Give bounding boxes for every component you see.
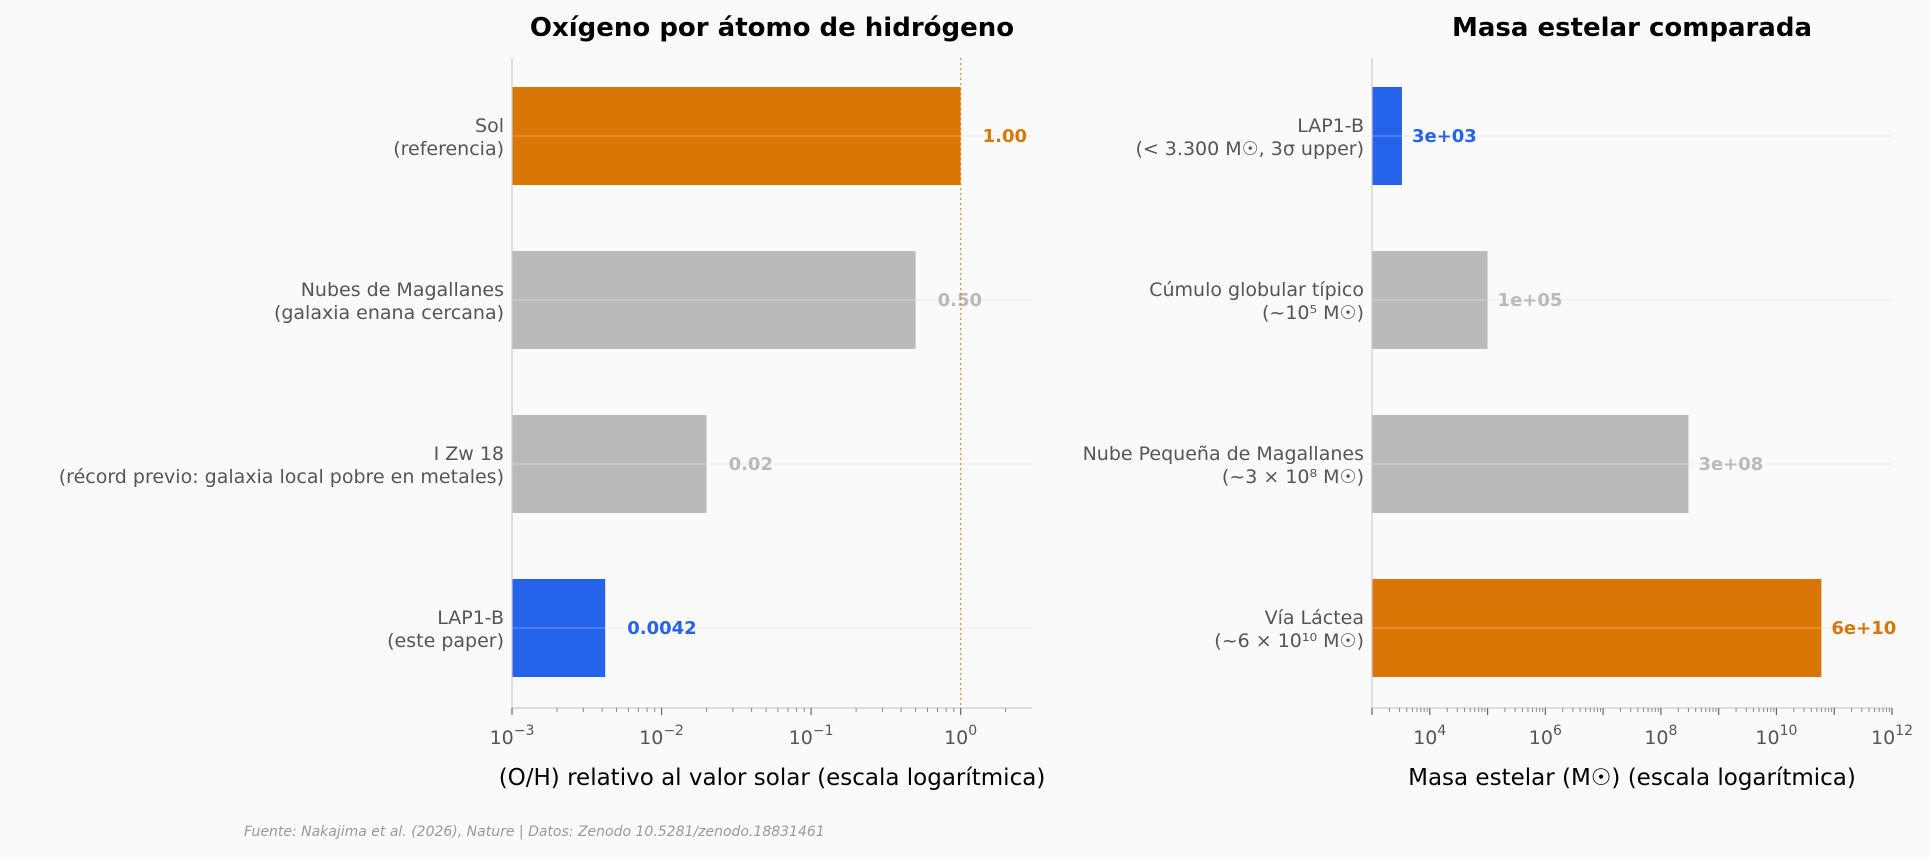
category-label: LAP1-B (este paper) <box>387 607 504 652</box>
tick-label-exponent: −2 <box>663 723 684 739</box>
category-label-line: (~10⁵ M☉) <box>1262 302 1364 324</box>
tick-label: 100 <box>944 723 977 749</box>
tick-label-exponent: 8 <box>1669 723 1678 739</box>
tick-label-base: 10 <box>490 727 514 749</box>
tick-label: 10−3 <box>490 723 535 749</box>
tick-label-exponent: 0 <box>968 723 977 739</box>
tick-label-base: 10 <box>1871 727 1895 749</box>
tick-label: 108 <box>1644 723 1677 749</box>
data-label: 1e+05 <box>1498 290 1563 311</box>
tick-label-base: 10 <box>1413 727 1437 749</box>
data-label: 3e+08 <box>1698 454 1763 475</box>
bar <box>1372 87 1402 185</box>
source-note: Fuente: Nakajima et al. (2026), Nature |… <box>244 824 825 840</box>
bar <box>1372 251 1488 349</box>
x-axis-label: (O/H) relativo al valor solar (escala lo… <box>499 765 1046 791</box>
category-label: Nubes de Magallanes (galaxia enana cercan… <box>274 279 504 324</box>
category-label: I Zw 18 (récord previo: galaxia local pob… <box>59 443 504 488</box>
tick-label-exponent: 12 <box>1895 723 1913 739</box>
tick-label-base: 10 <box>1755 727 1779 749</box>
tick-label-exponent: 10 <box>1780 723 1798 739</box>
category-label: LAP1-B (< 3.300 M☉, 3σ upper) <box>1135 115 1364 160</box>
category-label-line: LAP1-B <box>437 607 504 629</box>
category-label: Vía Láctea (~6 × 10¹⁰ M☉) <box>1214 607 1364 652</box>
tick-label-exponent: −3 <box>514 723 535 739</box>
category-label-line: (galaxia enana cercana) <box>274 302 504 324</box>
category-label-line: Cúmulo globular típico <box>1149 279 1364 301</box>
data-label: 0.50 <box>938 290 982 311</box>
tick-label: 106 <box>1529 723 1562 749</box>
category-label-line: Nube Pequeña de Magallanes <box>1083 443 1364 465</box>
chart-panel-1: Oxígeno por átomo de hidrógeno 1.00 Sol (re… <box>59 13 1046 791</box>
category-label-line: I Zw 18 <box>434 443 504 465</box>
category-label-line: Vía Láctea <box>1265 607 1364 629</box>
category-label-line: (< 3.300 M☉, 3σ upper) <box>1135 138 1364 160</box>
category-label-line: (~3 × 10⁸ M☉) <box>1222 466 1364 488</box>
category-label: Sol (referencia) <box>393 115 504 160</box>
tick-label-exponent: −1 <box>813 723 834 739</box>
category-label-line: (referencia) <box>393 138 504 160</box>
data-label: 1.00 <box>983 126 1027 147</box>
category-label: Cúmulo globular típico (~10⁵ M☉) <box>1149 279 1364 324</box>
category-label-line: Sol <box>475 115 504 137</box>
tick-label: 104 <box>1413 723 1446 749</box>
bar <box>1372 579 1822 677</box>
category-label-line: (récord previo: galaxia local pobre en m… <box>59 466 504 488</box>
tick-label-base: 10 <box>789 727 813 749</box>
bar <box>512 415 707 513</box>
data-label: 6e+10 <box>1831 618 1896 639</box>
tick-label: 1012 <box>1871 723 1913 749</box>
tick-label-exponent: 4 <box>1437 723 1446 739</box>
tick-label-base: 10 <box>1644 727 1668 749</box>
chart-title: Oxígeno por átomo de hidrógeno <box>530 13 1014 43</box>
data-label: 0.0042 <box>627 618 696 639</box>
chart-panel-2: Masa estelar comparada 3e+03 LAP1-B (< 3.30… <box>1083 13 1913 791</box>
category-label-line: LAP1-B <box>1297 115 1364 137</box>
bar <box>512 579 606 677</box>
tick-label-base: 10 <box>639 727 663 749</box>
category-label-line: (este paper) <box>387 630 504 652</box>
category-label-line: Nubes de Magallanes <box>301 279 504 301</box>
category-label-line: (~6 × 10¹⁰ M☉) <box>1214 630 1364 652</box>
tick-label: 10−1 <box>789 723 834 749</box>
tick-label-base: 10 <box>944 727 968 749</box>
tick-label-base: 10 <box>1529 727 1553 749</box>
chart-title: Masa estelar comparada <box>1452 13 1812 43</box>
tick-label: 1010 <box>1755 723 1797 749</box>
data-label: 0.02 <box>729 454 773 475</box>
bar <box>512 87 961 185</box>
bar <box>1372 415 1689 513</box>
tick-label: 10−2 <box>639 723 684 749</box>
category-label: Nube Pequeña de Magallanes (~3 × 10⁸ M☉) <box>1083 443 1364 488</box>
data-label: 3e+03 <box>1412 126 1477 147</box>
x-axis-label: Masa estelar (M☉) (escala logarítmica) <box>1408 765 1856 791</box>
tick-label-exponent: 6 <box>1553 723 1562 739</box>
bar <box>512 251 916 349</box>
